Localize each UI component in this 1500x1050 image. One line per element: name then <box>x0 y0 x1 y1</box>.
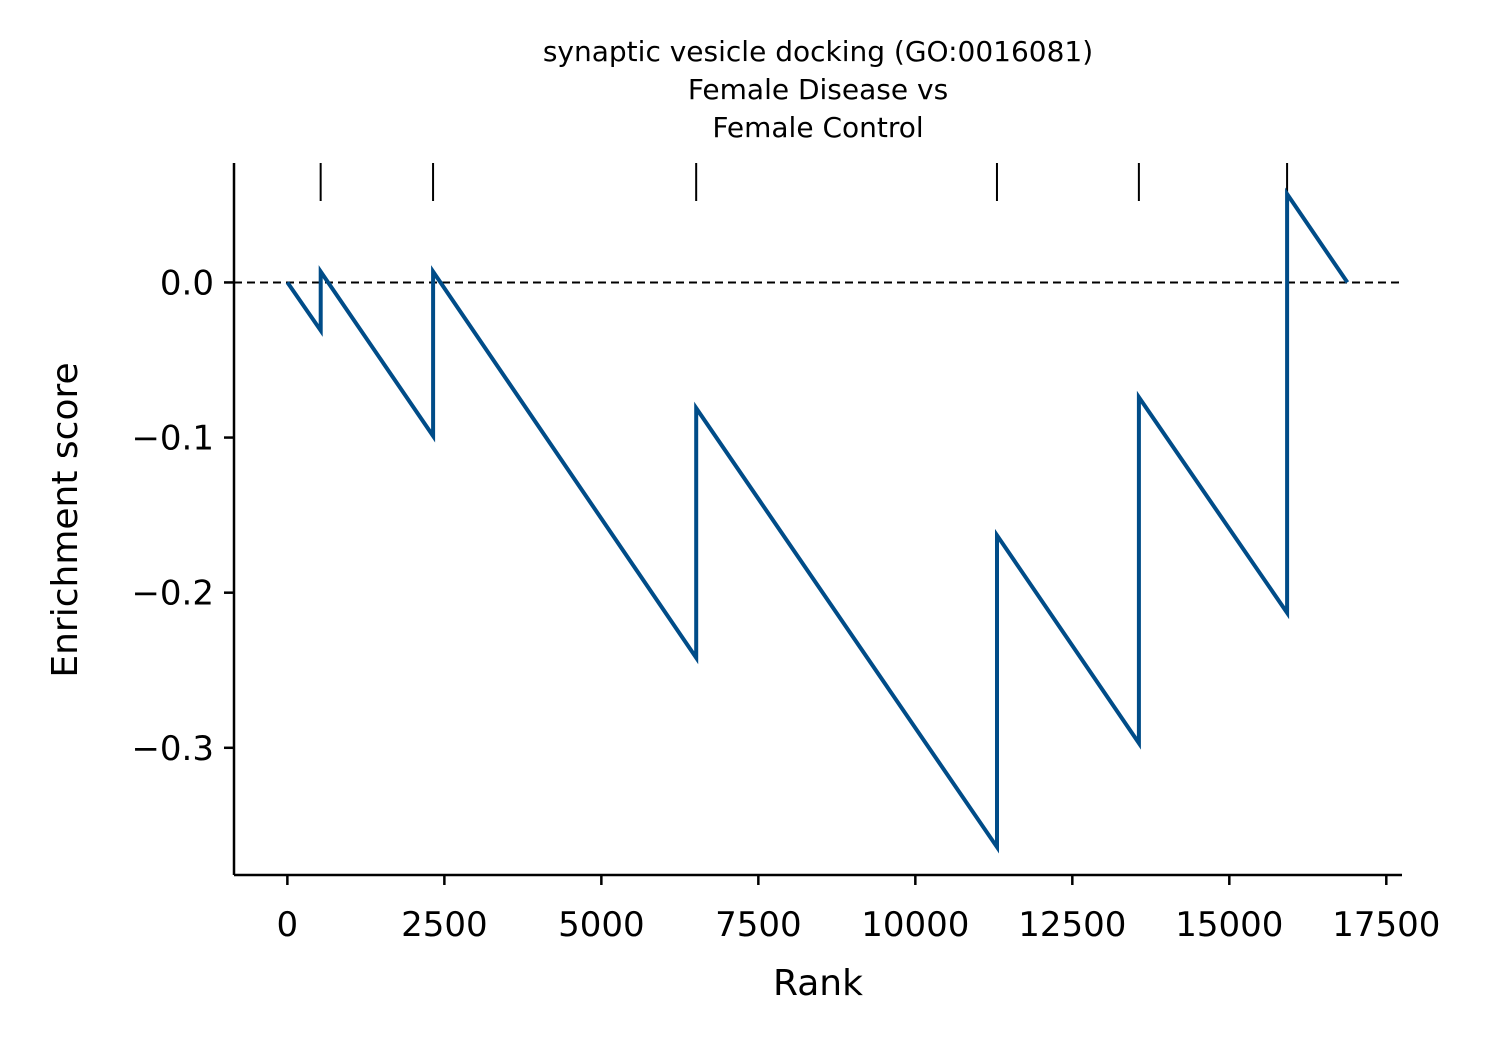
x-axis-label: Rank <box>773 963 863 1004</box>
y-tick-label-1: −0.1 <box>131 419 214 459</box>
y-tick-label-3: −0.3 <box>131 729 214 769</box>
x-tick-label-1: 2500 <box>401 905 488 945</box>
y-axis-label: Enrichment score <box>45 362 86 677</box>
chart-title-line-1: synaptic vesicle docking (GO:0016081) <box>543 35 1093 68</box>
y-tick-label-0: 0.0 <box>160 263 214 303</box>
x-tick-label-0: 0 <box>277 905 299 945</box>
x-tick-label-5: 12500 <box>1018 905 1126 945</box>
x-tick-label-7: 17500 <box>1332 905 1440 945</box>
x-tick-label-4: 10000 <box>861 905 969 945</box>
x-tick-label-3: 7500 <box>715 905 802 945</box>
plot-area: 0 2500 5000 7500 10000 12500 15000 17500 0.0 −0.1… <box>131 163 1440 945</box>
enrichment-line-0 <box>285 187 1350 854</box>
chart-title-line-3: Female Control <box>712 111 923 144</box>
chart-title-line-2: Female Disease vs <box>688 73 948 106</box>
x-tick-label-2: 5000 <box>558 905 645 945</box>
x-tick-label-6: 15000 <box>1175 905 1283 945</box>
chart-title: synaptic vesicle docking (GO:0016081) Fe… <box>543 35 1093 144</box>
y-tick-label-2: −0.2 <box>131 574 214 614</box>
